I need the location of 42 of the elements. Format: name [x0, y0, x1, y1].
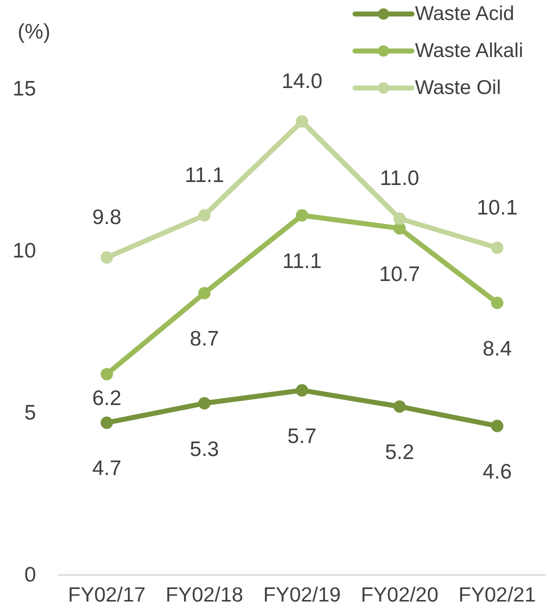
point — [491, 242, 504, 254]
data-label: 5.2 — [385, 441, 414, 464]
data-label: 4.7 — [92, 457, 122, 480]
data-label: 10.7 — [379, 262, 420, 286]
x-tick-label: FY02/17 — [68, 584, 146, 607]
data-label: 5.7 — [287, 424, 317, 448]
data-label: 11.1 — [282, 250, 322, 273]
y-tick-label: 15 — [12, 78, 36, 101]
data-label: 10.1 — [476, 196, 518, 220]
point — [100, 251, 113, 264]
point — [100, 416, 113, 429]
data-label: 8.7 — [190, 328, 219, 351]
x-tick-label: FY02/20 — [360, 584, 438, 607]
x-tick-label: FY02/19 — [263, 584, 341, 607]
point — [100, 368, 113, 380]
point — [491, 420, 504, 432]
point — [296, 384, 308, 396]
y-tick-label: 10 — [12, 240, 36, 263]
y-tick-label: 0 — [24, 564, 36, 587]
data-label: 14.0 — [282, 70, 322, 93]
data-label: 11.1 — [184, 164, 224, 187]
point — [393, 212, 406, 225]
data-label: 11.0 — [380, 167, 420, 190]
legend-label: Waste Oil — [415, 77, 501, 99]
x-tick-label: FY02/21 — [458, 584, 536, 607]
point — [198, 286, 211, 300]
data-label: 4.6 — [482, 460, 512, 484]
data-label: 8.4 — [482, 337, 512, 360]
y-tick-label: 5 — [24, 402, 36, 425]
point — [491, 296, 504, 310]
point — [296, 115, 308, 128]
data-label: 5.3 — [190, 438, 219, 461]
point — [198, 397, 211, 410]
data-label: 9.8 — [92, 206, 122, 229]
x-tick-label: FY02/18 — [166, 584, 244, 607]
point — [198, 209, 211, 222]
legend-label: Waste Acid — [415, 3, 514, 25]
point — [296, 209, 308, 222]
y-axis-title: (%) — [18, 20, 50, 44]
legend-label: Waste Alkali — [415, 40, 524, 62]
data-label: 6.2 — [92, 386, 122, 410]
point — [393, 400, 406, 413]
